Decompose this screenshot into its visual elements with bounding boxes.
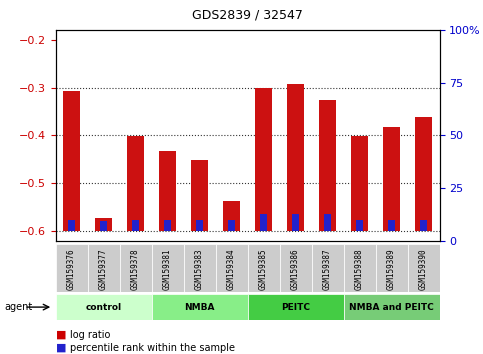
Bar bbox=[287, 84, 304, 231]
Bar bbox=[120, 244, 152, 292]
Text: PEITC: PEITC bbox=[281, 303, 310, 312]
Bar bbox=[132, 219, 139, 231]
Bar bbox=[63, 91, 80, 231]
Text: GSM159383: GSM159383 bbox=[195, 248, 204, 290]
Bar bbox=[215, 244, 248, 292]
Bar bbox=[408, 244, 440, 292]
Text: GSM159376: GSM159376 bbox=[67, 248, 76, 290]
Text: ■: ■ bbox=[56, 330, 66, 339]
Text: GSM159385: GSM159385 bbox=[259, 248, 268, 290]
Bar bbox=[223, 201, 241, 231]
Text: control: control bbox=[85, 303, 122, 312]
Bar bbox=[383, 127, 400, 231]
Bar bbox=[196, 219, 203, 231]
Bar bbox=[56, 244, 87, 292]
Bar bbox=[152, 294, 248, 320]
Text: percentile rank within the sample: percentile rank within the sample bbox=[70, 343, 235, 353]
Bar bbox=[319, 101, 336, 231]
Bar bbox=[420, 219, 427, 231]
Bar bbox=[191, 160, 208, 231]
Bar bbox=[415, 117, 432, 231]
Bar bbox=[343, 244, 376, 292]
Bar bbox=[159, 151, 176, 231]
Text: GSM159384: GSM159384 bbox=[227, 248, 236, 290]
Text: log ratio: log ratio bbox=[70, 330, 111, 339]
Bar bbox=[280, 244, 312, 292]
Text: GSM159387: GSM159387 bbox=[323, 248, 332, 290]
Bar bbox=[127, 136, 144, 231]
Bar bbox=[292, 214, 299, 231]
Text: GSM159378: GSM159378 bbox=[131, 248, 140, 290]
Bar bbox=[255, 88, 272, 231]
Bar bbox=[184, 244, 215, 292]
Text: GSM159386: GSM159386 bbox=[291, 248, 300, 290]
Text: agent: agent bbox=[5, 302, 33, 312]
Text: GSM159377: GSM159377 bbox=[99, 248, 108, 290]
Bar bbox=[356, 219, 363, 231]
Text: ■: ■ bbox=[56, 343, 66, 353]
Text: GSM159381: GSM159381 bbox=[163, 248, 172, 290]
Bar bbox=[351, 136, 369, 231]
Bar bbox=[95, 218, 113, 231]
Bar bbox=[376, 244, 408, 292]
Bar bbox=[56, 294, 152, 320]
Bar bbox=[324, 214, 331, 231]
Text: NMBA and PEITC: NMBA and PEITC bbox=[349, 303, 434, 312]
Text: GDS2839 / 32547: GDS2839 / 32547 bbox=[192, 9, 303, 22]
Bar bbox=[388, 219, 395, 231]
Bar bbox=[68, 219, 75, 231]
Bar bbox=[228, 219, 235, 231]
Bar bbox=[164, 219, 171, 231]
Text: GSM159390: GSM159390 bbox=[419, 248, 428, 290]
Bar bbox=[100, 221, 107, 231]
Text: GSM159388: GSM159388 bbox=[355, 248, 364, 290]
Bar bbox=[343, 294, 440, 320]
Bar bbox=[87, 244, 120, 292]
Bar bbox=[260, 214, 267, 231]
Bar bbox=[152, 244, 184, 292]
Bar bbox=[248, 244, 280, 292]
Text: NMBA: NMBA bbox=[185, 303, 215, 312]
Bar bbox=[312, 244, 343, 292]
Bar bbox=[248, 294, 343, 320]
Text: GSM159389: GSM159389 bbox=[387, 248, 396, 290]
